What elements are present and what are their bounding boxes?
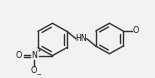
Text: N: N: [31, 51, 37, 60]
Text: −: −: [36, 71, 41, 76]
Text: O: O: [16, 51, 22, 60]
Text: HN: HN: [75, 34, 87, 43]
Text: O: O: [31, 66, 37, 75]
Text: +: +: [36, 48, 40, 53]
Text: O: O: [133, 26, 139, 35]
